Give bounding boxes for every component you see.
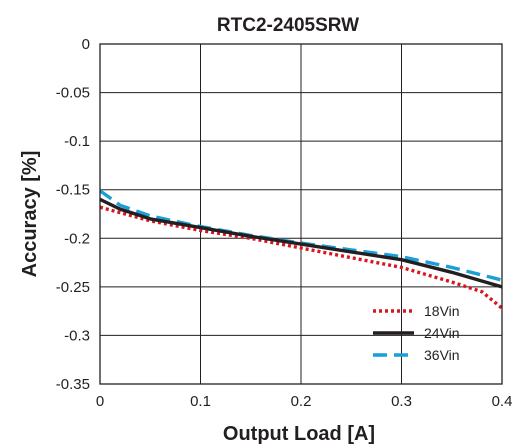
- legend: 18Vin 24Vin 36Vin: [373, 303, 460, 363]
- y-tick-label: -0.1: [64, 133, 90, 150]
- y-tick-label: -0.2: [64, 230, 90, 247]
- series-line-18vin: [99, 205, 504, 310]
- legend-label-36vin: 36Vin: [424, 347, 460, 363]
- y-tick-labels: 0 -0.05 -0.1 -0.15 -0.2 -0.25 -0.3 -0.35: [56, 36, 90, 393]
- series-line-36vin: [99, 189, 503, 282]
- y-tick-label: -0.35: [56, 376, 90, 393]
- chart-title: RTC2-2405SRW: [217, 15, 359, 36]
- y-tick-label: -0.25: [56, 279, 90, 296]
- plot-frame: [99, 43, 503, 385]
- y-tick-label: -0.15: [56, 182, 90, 199]
- y-tick-label: -0.3: [64, 327, 90, 344]
- x-axis-title: Output Load [A]: [223, 423, 375, 445]
- x-tick-label: 0: [96, 393, 104, 410]
- legend-label-24vin: 24Vin: [424, 325, 460, 341]
- x-tick-label: 0.1: [190, 393, 211, 410]
- series-layer: [99, 189, 504, 310]
- legend-label-18vin: 18Vin: [424, 303, 460, 319]
- y-axis-title: Accuracy [%]: [19, 151, 41, 278]
- series-line-24vin: [99, 197, 503, 289]
- x-tick-label: 0.2: [291, 393, 312, 410]
- x-tick-label: 0.3: [391, 393, 412, 410]
- x-tick-label: 0.4: [492, 393, 513, 410]
- y-tick-label: -0.05: [56, 85, 90, 102]
- y-tick-label: 0: [82, 36, 90, 53]
- x-tick-labels: 0 0.1 0.2 0.3 0.4: [96, 393, 513, 410]
